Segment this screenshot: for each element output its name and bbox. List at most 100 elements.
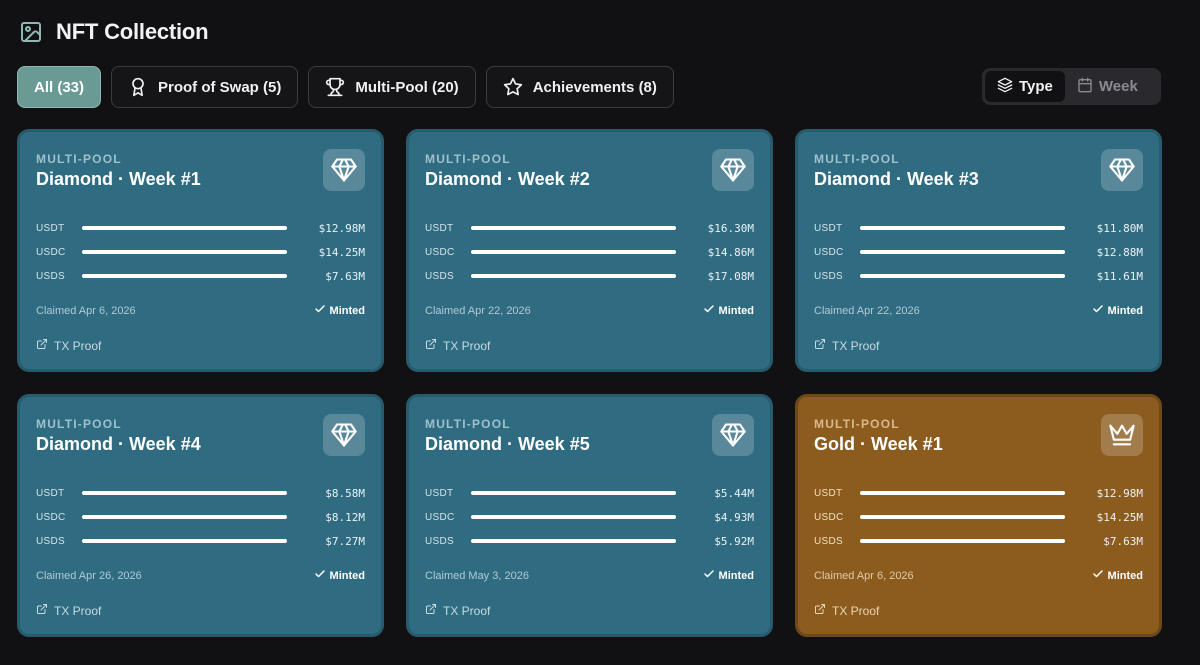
nft-card-1[interactable]: MULTI-POOL Diamond · Week #1 USDT $12.98… [17,129,384,372]
check-icon [703,568,715,583]
nft-card-3[interactable]: MULTI-POOL Diamond · Week #3 USDT $11.80… [795,129,1162,372]
card-name: Diamond · Week #2 [425,169,590,189]
pool-row: USDT $16.30M [425,216,754,240]
page-title: NFT Collection [56,19,209,44]
filter-tabs: All (33) Proof of Swap (5) Multi-Pool (2… [17,66,674,108]
nft-card-4[interactable]: MULTI-POOL Diamond · Week #4 USDT $8.58M… [17,394,384,637]
image-icon [18,19,44,45]
claimed-date: Claimed Apr 6, 2026 [814,569,914,582]
card-type: MULTI-POOL [425,152,511,166]
pool-bar [860,515,1065,519]
pool-token: USDC [425,246,455,258]
card-meta: Claimed Apr 6, 2026 Minted [36,303,365,318]
pool-amount: $5.92M [714,534,754,548]
diamond-icon [719,156,747,184]
pool-amount: $12.98M [318,221,365,235]
diamond-icon [719,421,747,449]
filter-multi-pool[interactable]: Multi-Pool (20) [308,66,476,108]
calendar-icon [1077,77,1093,97]
pool-amount: $14.25M [1096,510,1143,524]
claimed-date: Claimed Apr 6, 2026 [36,304,136,317]
tx-proof-label: TX Proof [54,338,102,353]
diamond-icon [330,421,358,449]
minted-status: Minted [703,303,754,318]
minted-label: Minted [329,304,365,317]
card-meta: Claimed Apr 6, 2026 Minted [814,568,1143,583]
pool-token: USDC [425,511,455,523]
pool-amount: $14.25M [318,245,365,259]
external-link-icon [36,338,48,353]
pool-rows: USDT $5.44M USDC $4.93M USDS $5.92M [425,481,754,553]
pool-amount: $7.63M [325,269,365,283]
pool-rows: USDT $12.98M USDC $14.25M USDS $7.63M [814,481,1143,553]
filter-label: Multi-Pool (20) [355,78,459,96]
trophy-icon [325,77,345,97]
tx-proof-link[interactable]: TX Proof [36,338,101,353]
nft-card-2[interactable]: MULTI-POOL Diamond · Week #2 USDT $16.30… [406,129,773,372]
pool-row: USDT $12.98M [36,216,365,240]
pool-amount: $14.86M [707,245,754,259]
minted-status: Minted [314,303,365,318]
crown-icon [1108,421,1136,449]
card-name: Diamond · Week #3 [814,169,979,189]
tx-proof-link[interactable]: TX Proof [425,338,490,353]
minted-status: Minted [1092,303,1143,318]
nft-card-5[interactable]: MULTI-POOL Diamond · Week #5 USDT $5.44M… [406,394,773,637]
pool-bar [860,226,1065,230]
tx-proof-label: TX Proof [443,338,491,353]
diamond-icon [330,156,358,184]
filter-achievements[interactable]: Achievements (8) [485,66,674,108]
star-icon [503,77,523,97]
pool-row: USDC $8.12M [36,505,365,529]
pool-token: USDC [36,246,66,258]
pool-amount: $16.30M [707,221,754,235]
pool-row: USDS $7.27M [36,529,365,553]
pool-row: USDS $7.63M [36,264,365,288]
minted-label: Minted [718,569,754,582]
tx-proof-link[interactable]: TX Proof [36,603,101,618]
card-name: Diamond · Week #5 [425,434,590,454]
pool-token: USDS [425,270,454,282]
tx-proof-link[interactable]: TX Proof [425,603,490,618]
check-icon [314,568,326,583]
diamond-icon [1108,156,1136,184]
pool-bar [471,226,676,230]
pool-bar [471,539,676,543]
pool-row: USDC $12.88M [814,240,1143,264]
external-link-icon [814,338,826,353]
pool-rows: USDT $12.98M USDC $14.25M USDS $7.63M [36,216,365,288]
pool-row: USDS $7.63M [814,529,1143,553]
view-by-week-button[interactable]: Week [1065,71,1150,102]
minted-label: Minted [1107,304,1143,317]
pool-token: USDC [814,246,844,258]
tx-proof-link[interactable]: TX Proof [814,338,879,353]
claimed-date: Claimed Apr 26, 2026 [36,569,142,582]
card-badge [712,149,754,191]
pool-bar [82,539,287,543]
minted-label: Minted [718,304,754,317]
filter-all[interactable]: All (33) [17,66,102,108]
tx-proof-label: TX Proof [443,603,491,618]
filter-label: Achievements (8) [532,78,657,96]
pool-token: USDC [814,511,844,523]
pool-bar [471,491,676,495]
view-toggle: Type Week [982,68,1161,105]
external-link-icon [425,603,437,618]
card-meta: Claimed Apr 22, 2026 Minted [814,303,1143,318]
pool-amount: $7.63M [1103,534,1143,548]
check-icon [314,303,326,318]
card-badge [1101,149,1143,191]
tx-proof-label: TX Proof [832,603,880,618]
pool-bar [471,515,676,519]
card-badge [712,414,754,456]
tx-proof-link[interactable]: TX Proof [814,603,879,618]
pool-row: USDS $11.61M [814,264,1143,288]
view-by-type-button[interactable]: Type [985,71,1065,102]
nft-card-6[interactable]: MULTI-POOL Gold · Week #1 USDT $12.98M U… [795,394,1162,637]
pool-token: USDT [814,222,843,234]
check-icon [703,303,715,318]
filter-proof-of-swap[interactable]: Proof of Swap (5) [111,66,299,108]
card-meta: Claimed Apr 26, 2026 Minted [36,568,365,583]
pool-rows: USDT $16.30M USDC $14.86M USDS $17.08M [425,216,754,288]
card-name: Gold · Week #1 [814,434,943,454]
